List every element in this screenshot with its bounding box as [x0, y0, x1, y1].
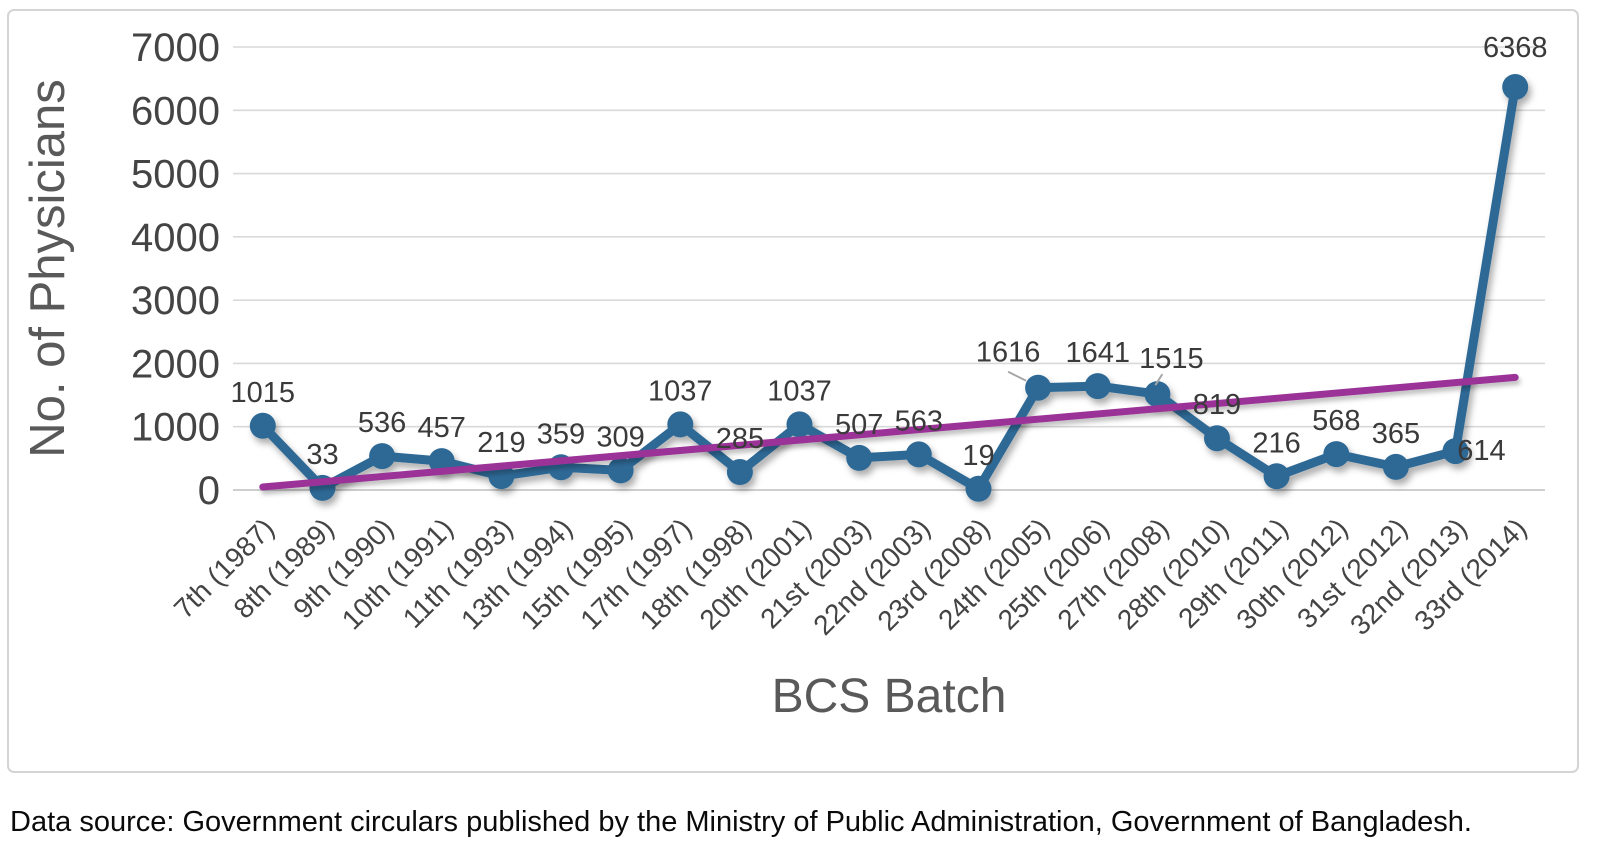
data-label: 219: [477, 427, 525, 459]
data-label: 1641: [1065, 337, 1130, 369]
data-point-marker: [369, 443, 396, 470]
data-label: 568: [1312, 405, 1360, 437]
data-point-marker: [1025, 374, 1052, 401]
data-point-marker: [1382, 453, 1409, 480]
data-label: 359: [537, 418, 585, 450]
data-label: 457: [418, 412, 466, 444]
y-axis-tick-label: 2000: [131, 342, 220, 386]
data-point-marker: [1084, 373, 1111, 400]
data-point-marker: [786, 411, 813, 438]
data-label: 1616: [976, 337, 1041, 369]
data-point-marker: [249, 412, 276, 439]
y-axis-tick-label: 5000: [131, 153, 220, 197]
data-point-marker: [607, 457, 634, 484]
label-leader-line: [1154, 373, 1164, 386]
data-label: 285: [716, 423, 764, 455]
data-label: 216: [1252, 427, 1300, 459]
y-axis-tick-label: 0: [198, 469, 220, 513]
data-source-caption: Data source: Government circulars publis…: [10, 806, 1472, 838]
data-point-marker: [1442, 438, 1469, 465]
data-point-marker: [905, 441, 932, 468]
data-label: 33: [306, 439, 338, 471]
data-point-marker: [667, 411, 694, 438]
y-axis-tick-label: 4000: [131, 216, 220, 260]
data-label: 1037: [767, 375, 832, 407]
data-label: 309: [596, 421, 644, 453]
data-label: 1515: [1139, 343, 1204, 375]
data-label: 1015: [231, 377, 296, 409]
data-label: 6368: [1483, 32, 1548, 64]
data-label: 819: [1193, 389, 1241, 421]
data-point-marker: [1263, 463, 1290, 490]
data-point-marker: [1502, 74, 1529, 100]
data-point-marker: [846, 444, 873, 471]
data-label: 614: [1457, 435, 1505, 467]
y-axis-tick-label: 1000: [131, 406, 220, 450]
data-label: 563: [895, 405, 943, 437]
data-label: 365: [1372, 418, 1420, 450]
y-axis-tick-label: 6000: [131, 89, 220, 133]
trendline: [259, 373, 1519, 491]
data-point-marker: [1204, 425, 1230, 452]
data-label: 507: [835, 409, 883, 441]
x-axis-title: BCS Batch: [772, 670, 1007, 723]
data-point-marker: [1144, 381, 1171, 408]
y-axis-title: No. of Physicians: [21, 79, 75, 458]
data-label: 536: [358, 407, 406, 439]
data-point-marker: [965, 475, 992, 502]
data-point-marker: [726, 459, 753, 485]
data-label: 19: [962, 440, 994, 472]
data-point-marker: [1323, 441, 1350, 468]
y-axis-tick-label: 3000: [131, 279, 220, 323]
y-axis-tick-label: 7000: [131, 26, 220, 70]
label-leader-line: [1007, 370, 1027, 382]
data-label: 1037: [648, 375, 713, 407]
chart-border: [7, 9, 1579, 773]
physicians-line-chart: 0 1000 2000 3000 4000 5000 6000 7000 No. of Phys…: [7, 9, 1579, 773]
